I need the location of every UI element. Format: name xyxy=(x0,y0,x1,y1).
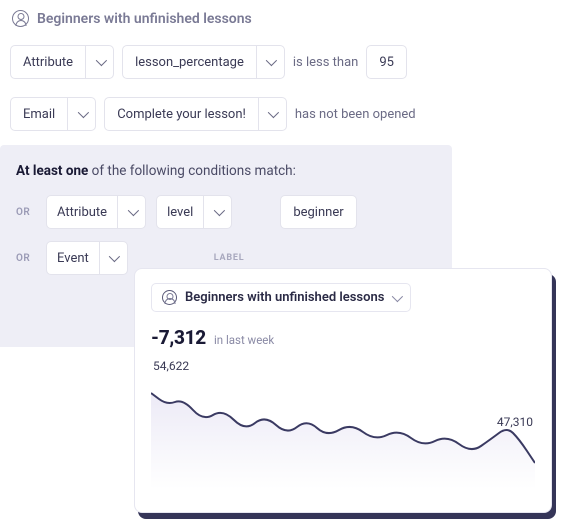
cond1-attr-label: level xyxy=(157,196,203,228)
cond1-attr-select[interactable]: level xyxy=(156,195,232,229)
cond1-type-label: Attribute xyxy=(47,196,117,228)
rule1-attr-select[interactable]: lesson_percentage xyxy=(122,45,285,79)
rule-row-1: Attribute lesson_percentage is less than… xyxy=(0,41,567,83)
rule1-type-select[interactable]: Attribute xyxy=(10,45,114,79)
conditions-title-strong: At least one xyxy=(16,163,88,179)
chart-start-value: 54,622 xyxy=(153,359,189,373)
chart-metric: -7,312 in last week xyxy=(151,326,535,349)
chart-body: 54,622 47,310 xyxy=(151,363,535,493)
rule2-email-select[interactable]: Complete your lesson! xyxy=(104,97,287,131)
rule2-email-label: Complete your lesson! xyxy=(105,98,258,130)
rule1-value-input[interactable]: 95 xyxy=(366,45,407,79)
cond1-value-input[interactable]: beginner xyxy=(280,195,356,229)
chart-title: Beginners with unfinished lessons xyxy=(185,290,384,305)
conditions-title-rest: of the following conditions match: xyxy=(88,163,296,179)
label-tag: LABEL xyxy=(208,253,251,263)
sparkline xyxy=(151,377,535,489)
chart-segment-select[interactable]: Beginners with unfinished lessons xyxy=(151,283,411,312)
or-badge: OR xyxy=(16,253,36,264)
cond2-type-label: Event xyxy=(47,242,99,274)
cond2-type-select[interactable]: Event xyxy=(46,241,128,275)
rule1-type-label: Attribute xyxy=(11,46,85,78)
rule2-tail: has not been opened xyxy=(295,107,416,122)
chevron-down-icon xyxy=(392,290,403,301)
rule2-type-label: Email xyxy=(11,98,67,130)
chevron-down-icon xyxy=(117,196,145,228)
chart-card: Beginners with unfinished lessons -7,312… xyxy=(134,268,552,513)
chevron-down-icon xyxy=(67,98,95,130)
chevron-down-icon xyxy=(256,46,284,78)
chevron-down-icon xyxy=(203,196,231,228)
or-badge: OR xyxy=(16,207,36,218)
chevron-down-icon xyxy=(258,98,286,130)
chart-delta: -7,312 xyxy=(151,326,206,349)
segment-title: Beginners with unfinished lessons xyxy=(37,11,252,27)
cond1-type-select[interactable]: Attribute xyxy=(46,195,146,229)
chevron-down-icon xyxy=(99,242,127,274)
person-icon xyxy=(162,290,177,305)
person-icon xyxy=(12,10,29,27)
chart-period: in last week xyxy=(214,333,274,347)
conditions-title: At least one of the following conditions… xyxy=(16,163,436,179)
condition-row-1: OR Attribute level beginner xyxy=(16,195,436,229)
rule2-type-select[interactable]: Email xyxy=(10,97,96,131)
rule1-attr-label: lesson_percentage xyxy=(123,46,256,78)
segment-header: Beginners with unfinished lessons xyxy=(0,0,567,41)
chevron-down-icon xyxy=(85,46,113,78)
rule1-operator: is less than xyxy=(293,55,358,70)
rule-row-2: Email Complete your lesson! has not been… xyxy=(0,93,567,135)
